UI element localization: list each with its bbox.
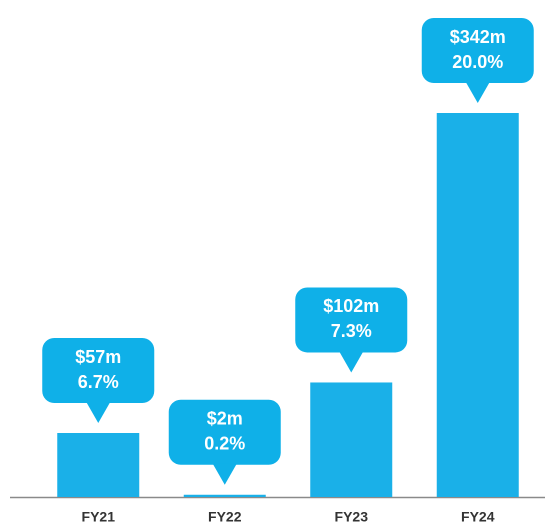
bar: [57, 433, 140, 497]
x-tick-label: FY21: [82, 509, 116, 525]
x-tick-label: FY24: [461, 509, 495, 525]
x-tick-label: FY23: [335, 509, 369, 525]
margin-label: 6.7%: [78, 372, 119, 392]
value-label: $342m: [450, 27, 506, 47]
callout-box: [168, 399, 281, 465]
bar: [436, 113, 519, 497]
callout-pointer: [86, 402, 111, 423]
callout-box: [295, 287, 408, 353]
value-label: $102m: [323, 296, 379, 316]
value-label: $2m: [207, 409, 243, 429]
margin-label: 7.3%: [331, 321, 372, 341]
margin-label: 0.2%: [204, 434, 245, 454]
bar: [183, 494, 266, 497]
bar: [310, 382, 393, 497]
callout-box: [42, 338, 155, 403]
callout-pointer: [465, 82, 490, 103]
callout-pointer: [339, 351, 364, 373]
value-label: $57m: [75, 347, 121, 367]
callout-box: [421, 18, 534, 83]
x-tick-label: FY22: [208, 509, 242, 525]
margin-label: 20.0%: [452, 52, 503, 72]
callout-pointer: [212, 463, 237, 485]
